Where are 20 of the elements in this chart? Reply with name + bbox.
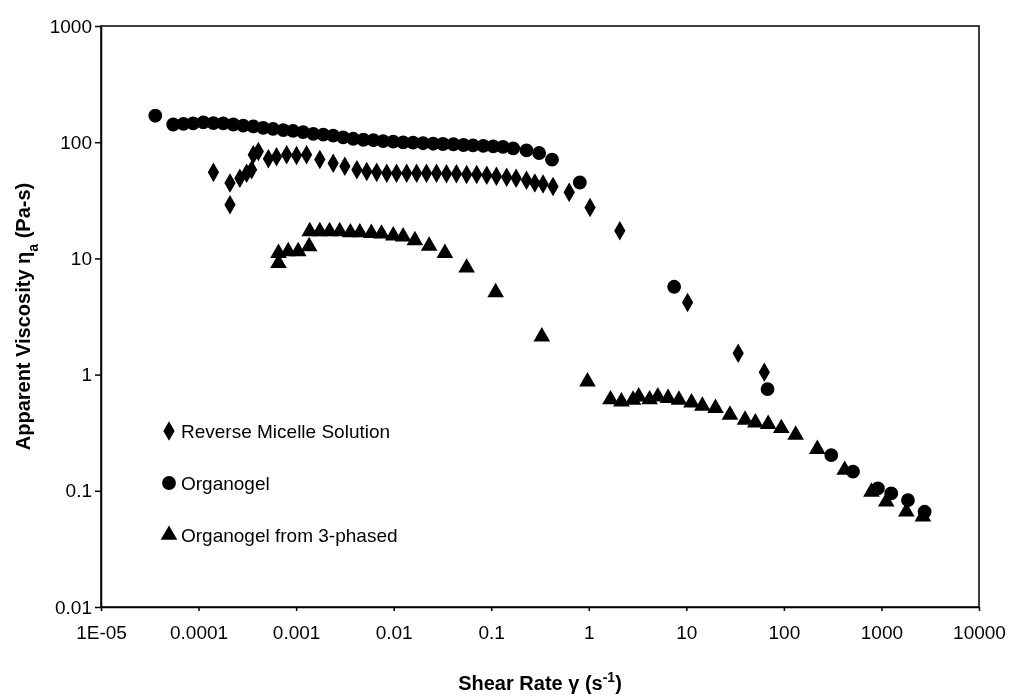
y-tick-label: 0.1 xyxy=(65,480,92,502)
x-tick-label: 10 xyxy=(676,621,698,643)
y-tick-label: 1000 xyxy=(49,15,92,37)
x-tick-label: 1000 xyxy=(860,621,904,643)
x-tick-label: 100 xyxy=(768,621,801,643)
x-tick-label: 1 xyxy=(583,621,595,643)
legend-label: Reverse Micelle Solution xyxy=(181,421,391,442)
x-axis-title: Shear Rate γ (s$^{-1}$) xyxy=(458,669,622,694)
x-tick-label: 10000 xyxy=(953,621,1006,643)
x-tick-label: 0.0001 xyxy=(169,621,229,643)
x-tick-label: 0.01 xyxy=(375,621,413,643)
y-tick-label: 1 xyxy=(81,364,92,386)
y-tick-label: 10 xyxy=(70,247,92,269)
y-tick-label: 0.01 xyxy=(55,596,92,618)
x-tick-label: 0.1 xyxy=(478,621,505,643)
x-tick-label: 0.001 xyxy=(272,621,321,643)
legend-label: Organogel xyxy=(181,473,270,494)
legend-label: Organogel from 3-phased xyxy=(181,525,398,546)
y-tick-label: 100 xyxy=(60,131,92,153)
x-tick-label: 1E-05 xyxy=(76,621,127,643)
